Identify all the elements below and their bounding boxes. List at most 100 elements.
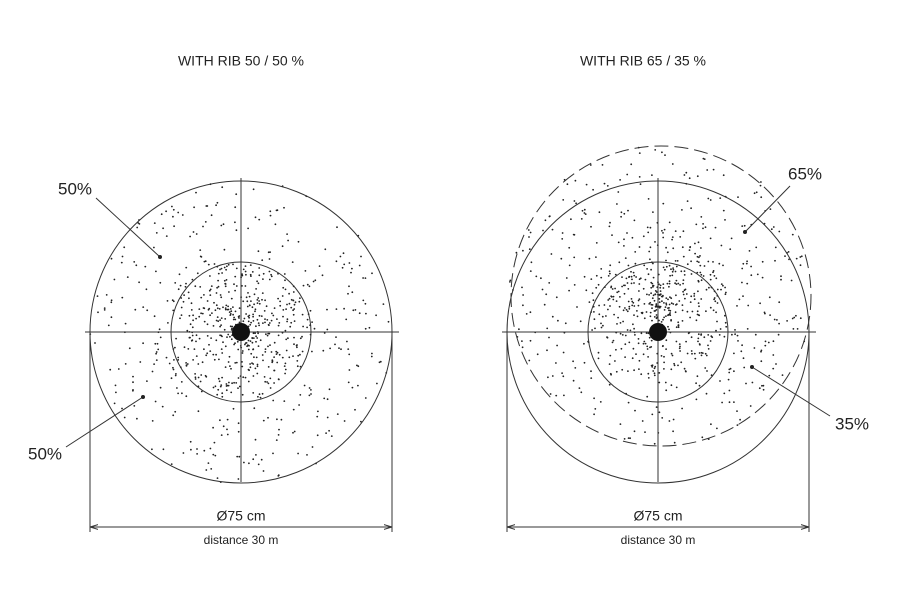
dot: [679, 350, 681, 352]
dot: [335, 308, 338, 310]
dot: [612, 298, 615, 301]
dot: [292, 309, 294, 312]
dot: [145, 288, 148, 291]
dot: [624, 257, 627, 259]
dot: [560, 257, 563, 260]
dot: [674, 311, 677, 314]
dot: [686, 200, 689, 203]
dot: [247, 348, 250, 351]
dot: [275, 439, 278, 441]
diameter-label: Ø75 cm: [216, 508, 265, 524]
dot: [209, 275, 211, 277]
dot: [259, 339, 262, 342]
dot: [624, 284, 626, 287]
dot: [700, 279, 703, 282]
dot: [690, 336, 693, 339]
dot: [128, 347, 131, 350]
dot: [790, 279, 793, 282]
dot: [675, 340, 678, 343]
dot: [284, 362, 287, 365]
dot: [308, 285, 311, 288]
dot: [357, 365, 360, 368]
dot: [680, 361, 683, 364]
dot: [693, 298, 696, 301]
dot: [678, 347, 681, 350]
dot: [623, 292, 626, 295]
dot: [722, 174, 725, 177]
dot: [590, 278, 593, 280]
dot: [562, 375, 565, 378]
dot: [162, 227, 165, 230]
dot: [190, 448, 192, 451]
dot: [638, 246, 641, 248]
dot: [597, 283, 600, 286]
dot: [522, 294, 524, 296]
dot: [253, 407, 256, 410]
dot: [225, 304, 228, 307]
dot: [663, 316, 665, 319]
dot: [213, 263, 216, 265]
dot: [627, 370, 629, 372]
dot: [599, 401, 602, 403]
dot: [138, 223, 141, 225]
dot: [605, 315, 607, 317]
dot: [238, 315, 241, 317]
dot: [703, 336, 706, 339]
dot: [719, 380, 721, 382]
dot: [731, 333, 733, 336]
dot: [750, 274, 753, 277]
dot: [791, 233, 794, 236]
dot: [671, 274, 674, 277]
dot: [237, 430, 240, 433]
dot: [196, 453, 199, 455]
leader-dot: [750, 365, 754, 369]
dot: [564, 322, 567, 325]
dot: [215, 353, 218, 356]
dot: [272, 399, 275, 402]
dot: [697, 290, 699, 293]
dot: [591, 292, 594, 295]
dot: [638, 359, 641, 362]
dot: [671, 354, 674, 357]
dot: [193, 206, 196, 209]
dot: [228, 381, 230, 384]
dot: [638, 176, 641, 178]
dot: [682, 230, 685, 233]
dot: [649, 311, 652, 314]
dot: [244, 343, 246, 346]
dot: [156, 342, 159, 345]
dot: [278, 428, 280, 431]
dot: [619, 179, 621, 181]
dot: [186, 363, 189, 365]
dot: [165, 235, 168, 238]
dot: [625, 277, 628, 280]
dot: [709, 237, 712, 240]
dot: [158, 328, 161, 331]
dot: [244, 265, 247, 267]
dot: [201, 361, 204, 364]
dot: [774, 246, 777, 249]
dot: [722, 264, 724, 267]
dot: [661, 229, 663, 232]
dot: [755, 246, 758, 249]
dot: [268, 322, 271, 324]
dot: [787, 251, 790, 253]
dot: [316, 434, 319, 437]
dot: [662, 266, 665, 269]
dot: [235, 285, 238, 287]
dot: [209, 447, 212, 450]
dot: [633, 327, 635, 330]
dot: [165, 356, 168, 359]
dot: [365, 312, 367, 315]
dot: [345, 318, 348, 321]
dot: [235, 382, 238, 384]
dot: [348, 262, 351, 264]
dot: [709, 278, 712, 281]
dot: [194, 285, 197, 288]
dot: [795, 314, 797, 317]
dot: [547, 376, 549, 379]
dot: [347, 381, 350, 384]
dot: [668, 313, 671, 316]
dot: [252, 188, 255, 191]
dot: [124, 363, 127, 365]
